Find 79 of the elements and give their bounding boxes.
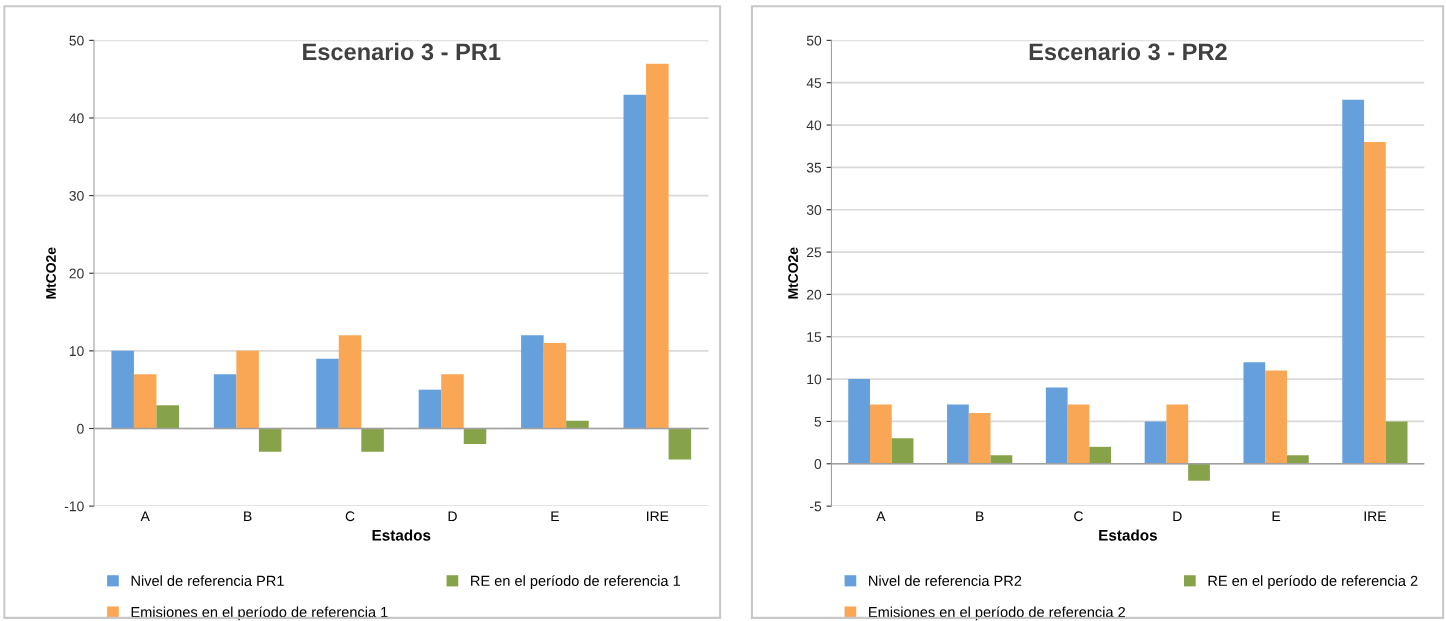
legend-label: RE en el período de referencia 1: [471, 575, 680, 589]
y-tick-label: 25: [806, 247, 822, 258]
chart-title: Escenario 3 - PR1: [303, 42, 501, 61]
bar: [990, 455, 1013, 464]
x-axis-title: Estados: [372, 529, 431, 541]
x-tick-label: D: [448, 511, 457, 522]
legend-label: Nivel de referencia PR1: [131, 575, 284, 587]
y-tick-label: 20: [806, 289, 822, 300]
bar: [111, 350, 134, 429]
bar: [1286, 455, 1309, 464]
bar: [1364, 141, 1386, 464]
y-tick-label: 40: [69, 113, 84, 124]
x-tick-label: E: [551, 511, 559, 522]
bar: [1144, 421, 1167, 464]
bar: [213, 374, 237, 429]
x-tick-label: C: [1074, 511, 1083, 522]
y-tick-label: 20: [69, 268, 84, 279]
y-tick-label: 30: [69, 190, 84, 201]
bar: [441, 374, 464, 429]
bar: [1265, 370, 1287, 464]
y-tick-label: 0: [814, 459, 822, 469]
bar: [968, 412, 991, 464]
y-axis-title: MtCO2e: [46, 247, 56, 299]
bar: [316, 358, 339, 429]
bar: [361, 428, 384, 452]
x-axis-title: Estados: [1099, 529, 1157, 541]
y-tick-label: 10: [69, 346, 84, 357]
y-tick-label: 15: [807, 332, 822, 342]
bar: [646, 63, 669, 429]
bar: [1166, 404, 1189, 464]
y-tick-label: 35: [806, 162, 822, 173]
x-tick-label: C: [345, 511, 355, 522]
x-tick-label: IRE: [1364, 511, 1386, 522]
bar: [1188, 463, 1210, 481]
y-tick-label: -10: [64, 501, 84, 512]
bar: [1045, 387, 1068, 464]
bar: [869, 404, 892, 464]
x-tick-label: B: [976, 511, 984, 522]
bar: [1385, 421, 1408, 464]
legend-label: Emisiones en el período de referencia 1: [131, 606, 388, 621]
y-tick-label: 50: [69, 35, 84, 46]
y-tick-label: 40: [806, 120, 822, 131]
bar: [566, 420, 589, 429]
bar: [1342, 99, 1365, 464]
legend-label: Nivel de referencia PR2: [869, 575, 1022, 587]
bar: [623, 94, 647, 429]
bar: [543, 343, 567, 429]
chart-title: Escenario 3 - PR2: [1029, 42, 1227, 61]
bar: [133, 374, 157, 429]
bar: [463, 428, 487, 445]
bar: [338, 335, 362, 429]
bar: [1243, 362, 1266, 464]
y-tick-label: 30: [806, 205, 822, 215]
bar: [668, 428, 692, 460]
x-tick-label: E: [1272, 511, 1281, 522]
bar: [236, 350, 259, 429]
x-tick-label: D: [1173, 511, 1182, 522]
bar: [521, 335, 544, 429]
y-tick-label: 5: [814, 416, 822, 427]
bar: [418, 389, 442, 429]
y-tick-label: 0: [77, 423, 84, 434]
bar: [891, 438, 914, 464]
y-axis-title: MtCO2e: [788, 247, 798, 299]
y-tick-label: 50: [806, 35, 822, 46]
legend-label: Emisiones en el período de referencia 2: [869, 606, 1125, 621]
x-tick-label: A: [140, 511, 150, 522]
y-tick-label: 10: [807, 374, 822, 385]
bar: [1089, 446, 1112, 464]
bar: [848, 379, 870, 464]
x-tick-label: A: [876, 511, 886, 522]
y-tick-label: -5: [810, 501, 822, 512]
bar: [258, 428, 282, 452]
x-tick-label: B: [244, 511, 252, 522]
y-tick-label: 45: [806, 78, 822, 88]
bar: [156, 405, 179, 429]
bar: [947, 404, 969, 464]
legend-label: RE en el período de referencia 2: [1208, 575, 1418, 589]
x-tick-label: IRE: [647, 511, 669, 522]
bar: [1067, 404, 1090, 464]
